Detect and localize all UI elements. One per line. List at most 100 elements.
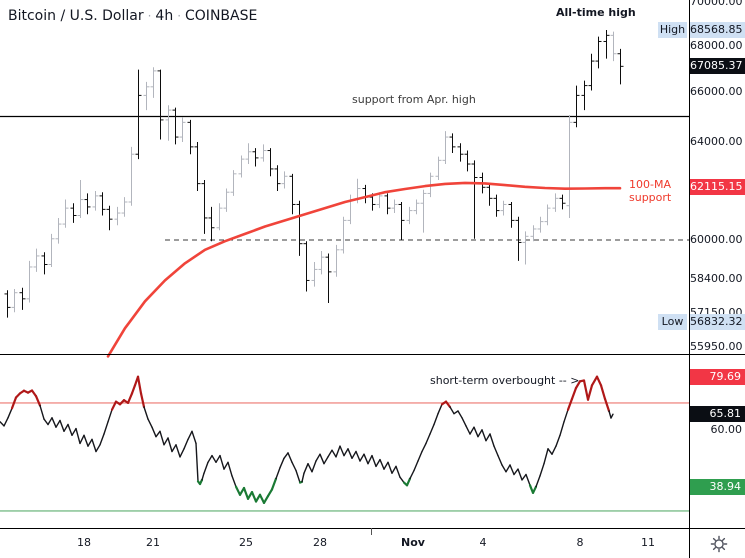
ohlc-bar — [398, 202, 405, 241]
ohlc-bar — [311, 262, 318, 287]
ohlc-bar — [530, 225, 537, 242]
ohlc-bar — [260, 144, 267, 162]
time-axis-label: 4 — [479, 536, 487, 549]
exchange-label: COINBASE — [185, 8, 258, 24]
gear-icon — [710, 535, 728, 553]
ohlc-bar — [413, 199, 420, 215]
ohlc-bar — [48, 233, 55, 267]
interval-label[interactable]: 4h — [155, 8, 174, 24]
time-axis-label: 21 — [146, 536, 160, 549]
time-axis-label: 11 — [641, 536, 655, 549]
ohlc-bar — [274, 165, 281, 191]
rsi-high-badge: 79.69 — [690, 369, 745, 385]
ohlc-bar — [544, 204, 551, 226]
title-separator-icon: · — [177, 9, 182, 23]
ohlc-bar — [420, 189, 427, 233]
price-axis-label: 68000.00 — [690, 39, 743, 52]
price-axis-label: 64000.00 — [690, 135, 743, 148]
ohlc-bar — [135, 69, 142, 160]
ohlc-bar — [603, 29, 610, 59]
ohlc-bar — [230, 170, 237, 196]
ohlc-bar — [500, 200, 507, 216]
ohlc-bar — [4, 290, 11, 318]
ohlc-bar — [486, 183, 493, 206]
ohlc-bar — [449, 133, 456, 153]
price-axis-label: 60000.00 — [690, 233, 743, 246]
annotation-short-term-overbought[interactable]: short-term overbought -- > — [430, 374, 580, 387]
ohlc-bar — [165, 105, 172, 141]
ohlc-bar — [552, 193, 559, 212]
ma-price-badge: 62115.15 — [690, 179, 745, 195]
ohlc-bar — [216, 203, 223, 231]
annotation-all-time-high[interactable]: All-time high — [556, 6, 636, 19]
ohlc-bar — [55, 217, 62, 244]
ohlc-bar — [150, 67, 157, 98]
ohlc-bar — [267, 148, 274, 177]
annotation-100ma-support[interactable]: 100-MA support — [629, 178, 671, 204]
ohlc-bar — [19, 287, 26, 310]
ohlc-bar — [325, 253, 332, 303]
ohlc-bar — [566, 115, 573, 218]
ohlc-bar — [281, 171, 288, 189]
ohlc-bar — [128, 146, 135, 206]
ohlc-bar — [62, 199, 69, 228]
ohlc-bar — [493, 194, 500, 217]
ohlc-bar — [84, 193, 91, 215]
ohlc-bar — [92, 190, 99, 211]
ohlc-bar — [435, 156, 442, 180]
ohlc-bar — [442, 131, 449, 165]
rsi-low-badge: 38.94 — [690, 479, 745, 495]
ohlc-bar — [303, 241, 310, 292]
price-axis-label: 55950.00 — [690, 340, 743, 353]
ohlc-bar — [471, 160, 478, 239]
time-axis-label: 18 — [77, 536, 91, 549]
annotation-support-apr-high[interactable]: support from Apr. high — [352, 93, 476, 106]
ohlc-bar — [508, 202, 515, 228]
high-price-badge: 68568.85 — [690, 22, 745, 38]
ohlc-bar — [515, 216, 522, 261]
annotation-100ma-line2: support — [629, 191, 672, 204]
ohlc-bar — [384, 193, 391, 215]
rsi-line[interactable] — [0, 375, 614, 504]
ohlc-bar — [223, 188, 230, 212]
ohlc-bars-series[interactable] — [4, 29, 624, 318]
ohlc-bar — [187, 119, 194, 155]
axis-settings-button[interactable] — [706, 532, 732, 556]
title-separator-icon: · — [147, 9, 152, 23]
ohlc-bar — [573, 85, 580, 128]
last-price-badge: 67085.37 — [690, 58, 745, 74]
ohlc-bar — [588, 53, 595, 91]
ohlc-bar — [157, 69, 164, 140]
ohlc-bar — [121, 197, 128, 217]
ohlc-bar — [11, 289, 18, 313]
ohlc-bar — [41, 252, 48, 275]
ohlc-bar — [201, 179, 208, 234]
ohlc-bar — [406, 206, 413, 225]
ohlc-bar — [559, 194, 566, 210]
ohlc-bar — [33, 248, 40, 272]
ohlc-bar — [99, 192, 106, 216]
time-axis-label: Nov — [401, 536, 425, 549]
ohlc-bar — [464, 150, 471, 172]
ohlc-bar — [537, 216, 544, 233]
ohlc-bar — [296, 200, 303, 256]
ohlc-bar — [252, 148, 259, 167]
symbol-name: Bitcoin / U.S. Dollar — [8, 8, 144, 24]
time-axis-label: 25 — [239, 536, 253, 549]
rsi-current-badge: 65.81 — [690, 406, 745, 422]
annotation-100ma-line1: 100-MA — [629, 178, 671, 191]
time-axis-label: 28 — [313, 536, 327, 549]
ohlc-bar — [610, 31, 617, 62]
ohlc-bar — [238, 155, 245, 178]
ohlc-bar — [194, 141, 201, 191]
low-price-badge: 56832.32 — [690, 314, 745, 330]
ohlc-bar — [70, 203, 77, 223]
ohlc-bar — [172, 107, 179, 145]
price-axis-label: 70000.00 — [690, 0, 743, 8]
symbol-title[interactable]: Bitcoin / U.S. Dollar · 4h · COINBASE — [8, 8, 257, 24]
ohlc-bar — [208, 206, 215, 242]
ma-100-line[interactable] — [106, 181, 622, 358]
ohlc-bar — [595, 36, 602, 69]
